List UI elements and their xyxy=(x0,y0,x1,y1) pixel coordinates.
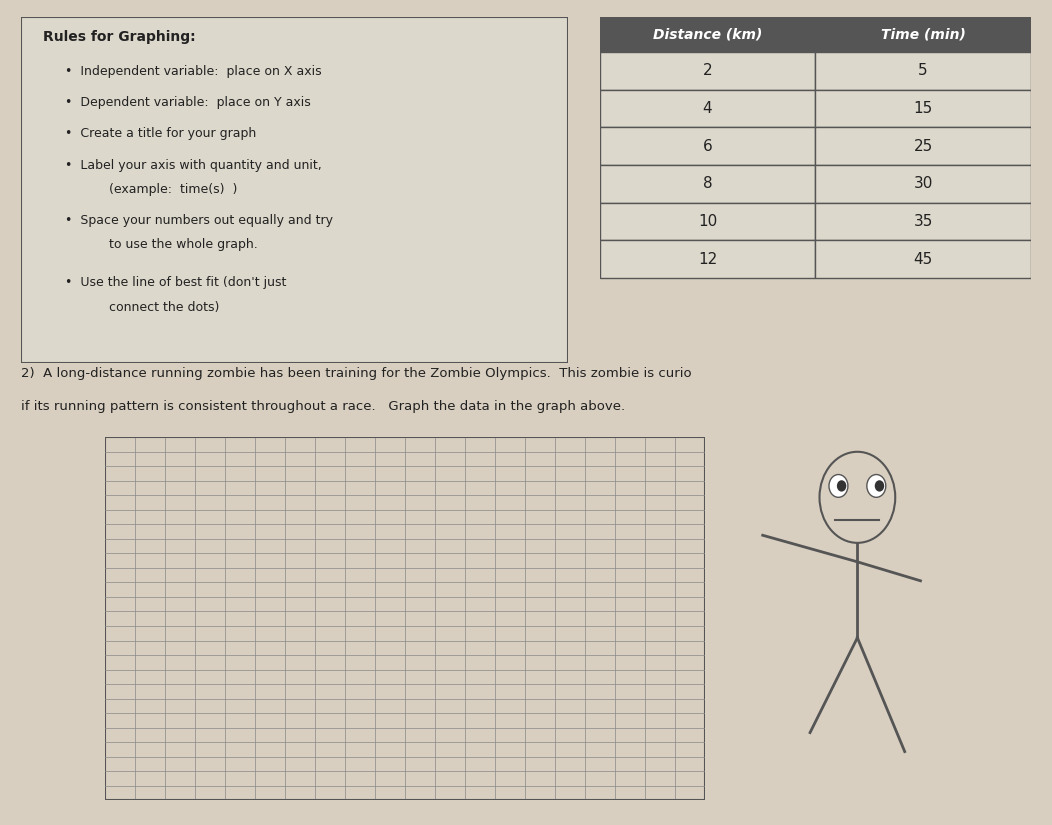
Text: •  Label your axis with quantity and unit,: • Label your axis with quantity and unit… xyxy=(65,158,322,172)
Bar xyxy=(600,127,815,165)
Bar xyxy=(815,90,1031,127)
Bar xyxy=(600,16,815,52)
Text: if its running pattern is consistent throughout a race.   Graph the data in the : if its running pattern is consistent thr… xyxy=(21,400,625,413)
Text: 2: 2 xyxy=(703,64,712,78)
Circle shape xyxy=(829,474,848,497)
Text: Distance (km): Distance (km) xyxy=(653,27,762,41)
Text: 25: 25 xyxy=(913,139,933,153)
Text: 6: 6 xyxy=(703,139,712,153)
Text: •  Independent variable:  place on X axis: • Independent variable: place on X axis xyxy=(65,65,322,78)
Text: 5: 5 xyxy=(918,64,928,78)
Text: 45: 45 xyxy=(913,252,933,266)
Text: 2)  A long-distance running zombie has been training for the Zombie Olympics.  T: 2) A long-distance running zombie has be… xyxy=(21,367,691,380)
Bar xyxy=(600,52,815,90)
Bar xyxy=(815,52,1031,90)
Text: Rules for Graphing:: Rules for Graphing: xyxy=(43,31,196,45)
Bar xyxy=(815,240,1031,278)
Bar xyxy=(815,203,1031,240)
Bar xyxy=(815,16,1031,52)
Bar xyxy=(600,203,815,240)
Circle shape xyxy=(837,480,847,492)
Text: •  Use the line of best fit (don't just: • Use the line of best fit (don't just xyxy=(65,276,286,290)
Bar xyxy=(600,165,815,203)
Bar xyxy=(600,240,815,278)
Text: (example:  time(s)  ): (example: time(s) ) xyxy=(108,183,237,196)
Bar xyxy=(600,90,815,127)
Text: 8: 8 xyxy=(703,177,712,191)
Text: 4: 4 xyxy=(703,101,712,116)
Circle shape xyxy=(867,474,886,497)
Bar xyxy=(815,127,1031,165)
Text: •  Dependent variable:  place on Y axis: • Dependent variable: place on Y axis xyxy=(65,97,310,109)
Circle shape xyxy=(874,480,884,492)
Bar xyxy=(815,165,1031,203)
Text: 30: 30 xyxy=(913,177,933,191)
Text: 15: 15 xyxy=(913,101,933,116)
Text: •  Space your numbers out equally and try: • Space your numbers out equally and try xyxy=(65,214,332,227)
Text: connect the dots): connect the dots) xyxy=(108,300,219,314)
Text: 12: 12 xyxy=(697,252,717,266)
Text: Time (min): Time (min) xyxy=(881,27,966,41)
Text: 10: 10 xyxy=(697,214,717,229)
Text: 35: 35 xyxy=(913,214,933,229)
Text: to use the whole graph.: to use the whole graph. xyxy=(108,238,258,252)
Text: •  Create a title for your graph: • Create a title for your graph xyxy=(65,127,256,140)
